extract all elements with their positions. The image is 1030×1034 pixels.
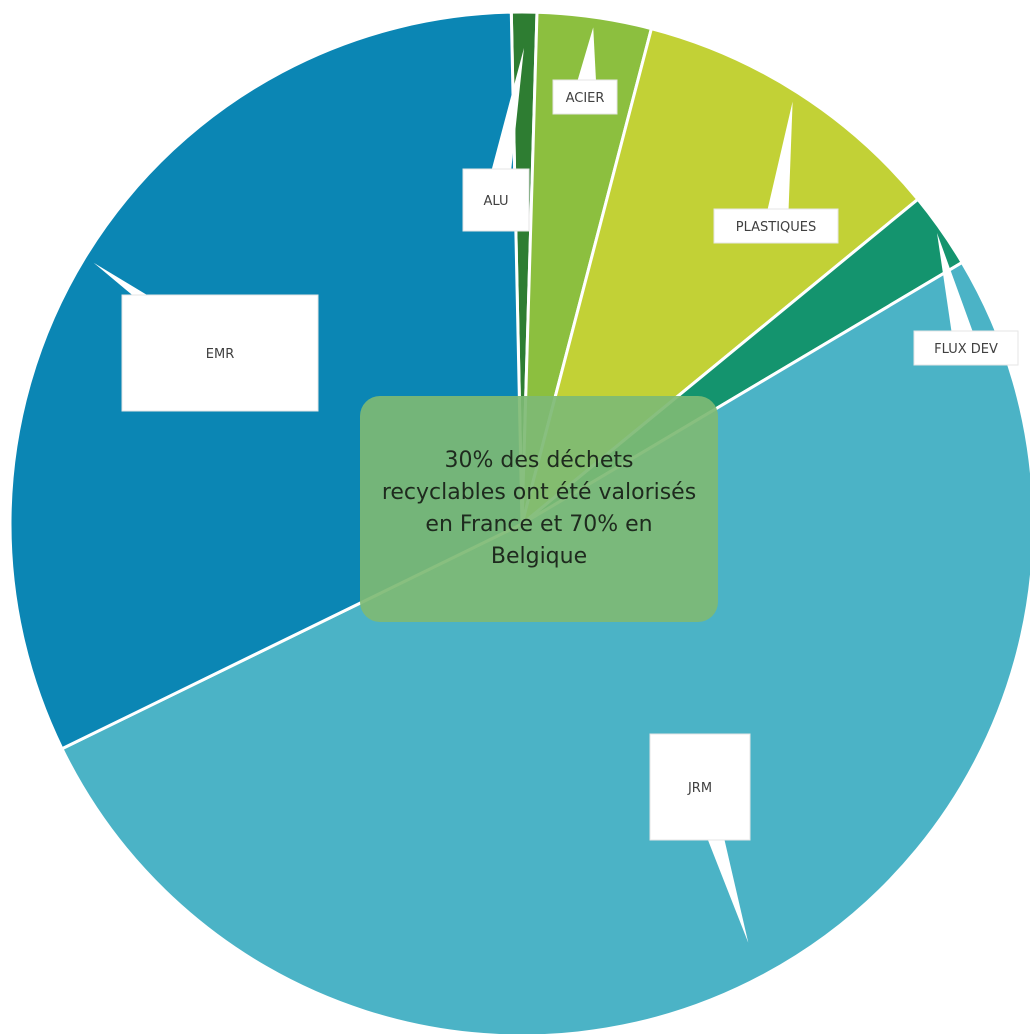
callout-box-flux-dev [913,330,1019,366]
slice-label-emr: EMR [206,347,234,362]
slice-label-flux-dev: FLUX DEV [934,342,998,357]
callout-pointer-flux-dev [937,232,978,351]
pie-callouts: ALU ACIER PLASTIQUES FLUX DEV JRM EMR [93,27,1019,943]
callout-pointer-alu [484,47,524,203]
callout-box-emr [121,294,319,412]
callout-pointer-plastiques [764,101,793,228]
callout-box-alu [462,168,530,232]
pie-slice-jrm [59,260,1030,1034]
callout-box-plastiques [713,208,839,244]
slice-label-acier: ACIER [566,91,605,106]
slice-label-alu: ALU [483,194,508,209]
slice-label-plastiques: PLASTIQUES [736,220,817,235]
center-annotation-text: 30% des déchets recyclables ont été valo… [381,448,697,569]
slice-label-jrm: JRM [687,781,712,796]
callout-box-acier [552,79,618,115]
callout-box-jrm [649,733,751,841]
center-annotation: 30% des déchets recyclables ont été valo… [360,396,718,622]
